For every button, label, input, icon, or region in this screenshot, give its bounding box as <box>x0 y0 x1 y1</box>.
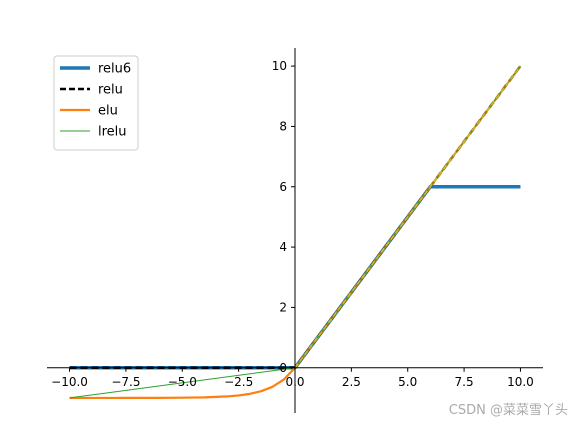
x-tick-label: −10.0 <box>51 375 88 389</box>
y-tick-label: 8 <box>279 119 287 133</box>
axes <box>47 48 543 413</box>
watermark: CSDN @菜菜雪丫头 <box>448 403 568 418</box>
x-tick-label: 10.0 <box>507 375 534 389</box>
legend-label-relu: relu <box>98 83 123 98</box>
y-tick-labels: 0 2 4 6 8 10 <box>272 59 287 375</box>
x-tick-labels: −10.0 −7.5 −5.0 −2.5 0.0 2.5 5.0 7.5 10.0 <box>51 375 534 389</box>
series-line-elu <box>69 65 522 400</box>
legend-box <box>53 55 139 151</box>
y-tick-label: 6 <box>279 180 287 194</box>
x-tick-label: 7.5 <box>455 375 474 389</box>
legend-label-elu: elu <box>98 104 118 119</box>
x-tick-label: −2.5 <box>224 375 253 389</box>
y-tick-label: 4 <box>279 240 287 254</box>
overlay-line <box>294 65 522 369</box>
y-tick-label: 2 <box>279 300 287 314</box>
x-tick-label: 0.0 <box>285 375 304 389</box>
y-tick-label: 10 <box>272 59 287 73</box>
x-tick-label: −5.0 <box>168 375 197 389</box>
x-tick-label: 2.5 <box>342 375 361 389</box>
legend: relu6 relu elu lrelu <box>53 55 139 151</box>
y-tick-label: 0 <box>279 361 287 375</box>
legend-label-lrelu: lrelu <box>98 125 127 140</box>
legend-label-relu6: relu6 <box>98 62 131 77</box>
x-tick-label: 5.0 <box>398 375 417 389</box>
x-tick-label: −7.5 <box>111 375 140 389</box>
